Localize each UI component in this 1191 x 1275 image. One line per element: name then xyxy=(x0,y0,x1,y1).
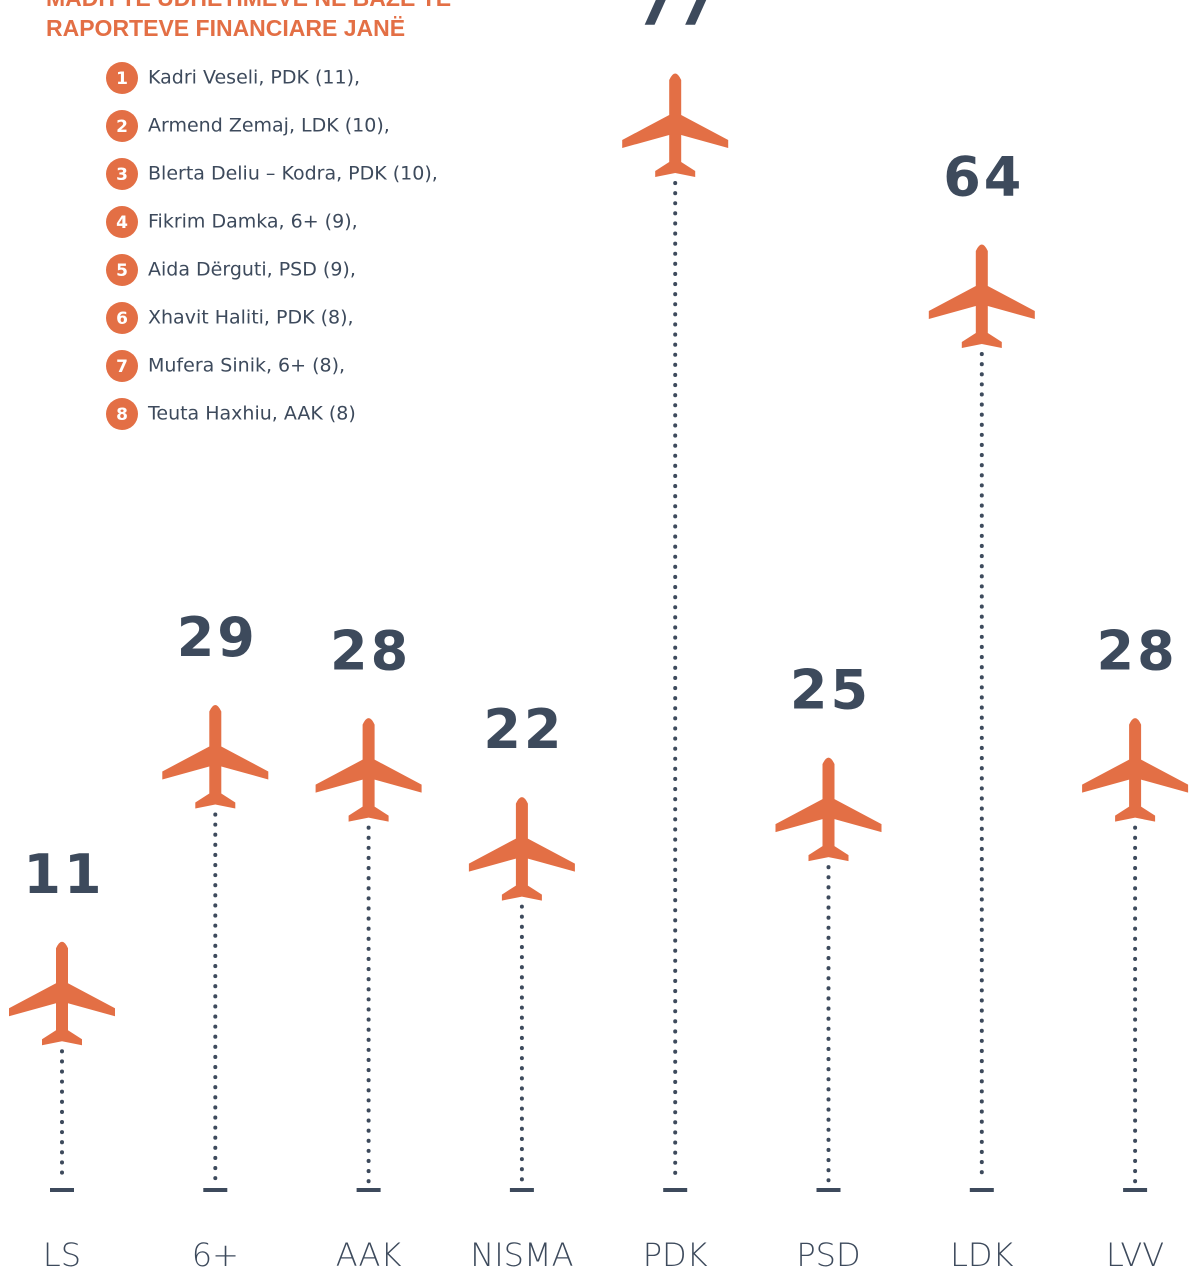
list-item: Aida Dërguti, PSD (9), xyxy=(148,259,356,281)
value-label: 22 xyxy=(483,698,564,761)
plane-marker xyxy=(775,757,882,862)
category-label: LDK xyxy=(950,1236,1013,1274)
rank-badge xyxy=(106,158,138,190)
rank-badge xyxy=(106,398,138,430)
value-label: 25 xyxy=(790,659,871,722)
plane-marker xyxy=(622,73,729,177)
category-label: LS xyxy=(43,1236,81,1274)
rank-number: 4 xyxy=(116,213,128,233)
category-label: AAK xyxy=(336,1236,402,1274)
rank-number: 5 xyxy=(116,261,128,281)
rank-badge xyxy=(106,110,138,142)
list-item: Fikrim Damka, 6+ (9), xyxy=(148,211,358,233)
plane-marker xyxy=(315,718,422,822)
rank-badge xyxy=(106,206,138,238)
rank-badge xyxy=(106,350,138,382)
rank-number: 1 xyxy=(116,69,128,89)
value-label: 28 xyxy=(330,619,411,682)
list-item: Blerta Deliu – Kodra, PDK (10), xyxy=(148,163,438,185)
category-label: LVV xyxy=(1106,1236,1164,1274)
title-line: MADH TË UDHËTIMEVE NË BAZË TË xyxy=(46,0,451,11)
value-label: 11 xyxy=(23,843,104,906)
rank-number: 6 xyxy=(116,309,128,329)
plane-marker xyxy=(468,797,575,901)
category-label: NISMA xyxy=(470,1236,573,1274)
rank-number: 3 xyxy=(116,165,128,185)
list-item: Teuta Haxhiu, AAK (8) xyxy=(147,403,356,425)
value-label: 28 xyxy=(1097,619,1178,682)
category-label: PSD xyxy=(796,1236,860,1274)
rank-badge xyxy=(106,254,138,286)
list-item: Mufera Sinik, 6+ (8), xyxy=(148,355,345,377)
rank-number: 2 xyxy=(116,117,128,137)
value-label: 64 xyxy=(943,146,1024,209)
plane-marker xyxy=(9,941,115,1046)
rank-number: 8 xyxy=(116,405,128,425)
title-line: RAPORTEVE FINANCIARE JANË xyxy=(46,15,405,41)
rank-number: 7 xyxy=(116,357,128,377)
plane-marker xyxy=(928,244,1035,349)
value-label: 29 xyxy=(177,606,258,669)
category-label: 6+ xyxy=(192,1236,239,1274)
plane-marker xyxy=(162,704,269,809)
list-item: Xhavit Haliti, PDK (8), xyxy=(148,307,354,329)
list-item: Armend Zemaj, LDK (10), xyxy=(148,115,390,137)
rank-badge xyxy=(106,62,138,94)
rank-badge xyxy=(106,302,138,334)
category-label: PDK xyxy=(643,1236,708,1274)
plane-marker xyxy=(1082,718,1189,822)
list-item: Kadri Veseli, PDK (11), xyxy=(148,67,360,89)
value-label: 77 xyxy=(637,0,718,38)
